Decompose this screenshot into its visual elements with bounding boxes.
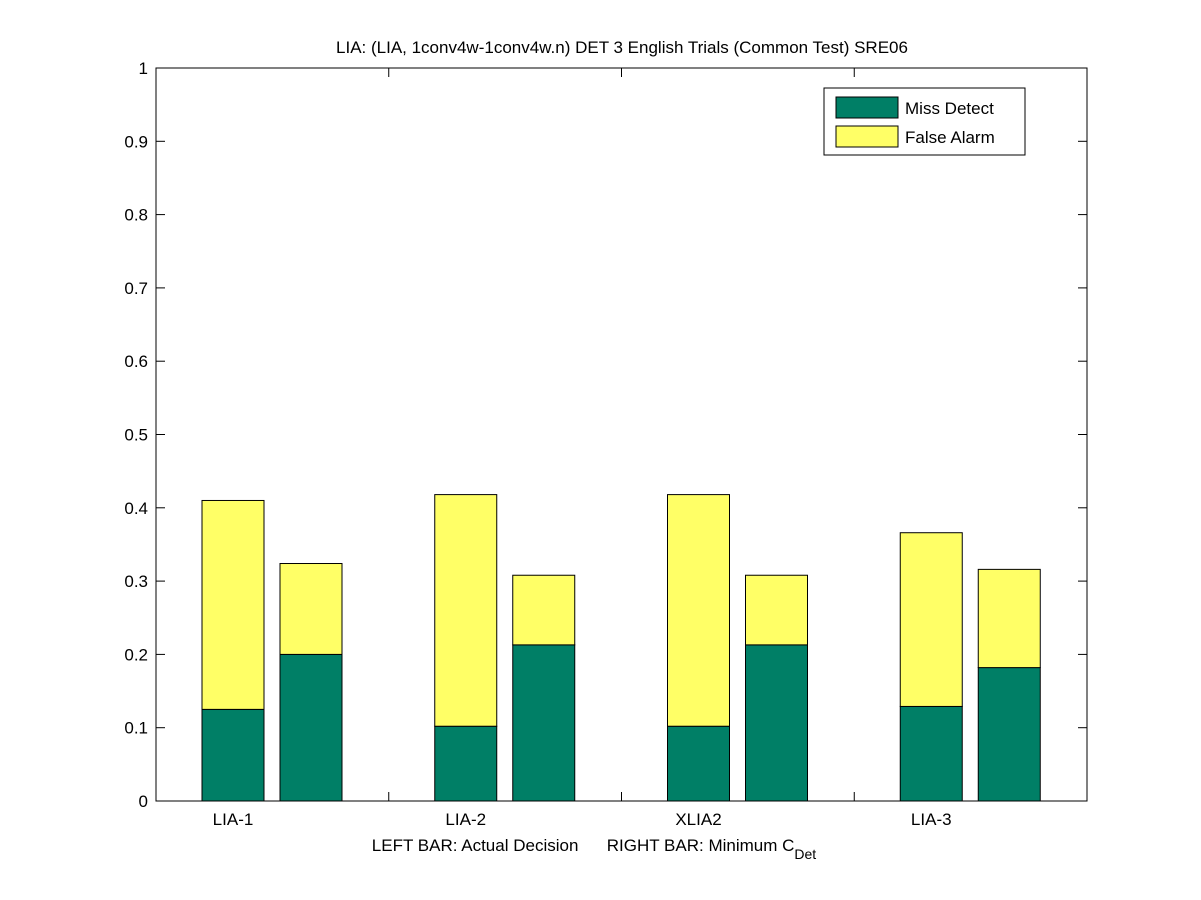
x-axis-label-right: RIGHT BAR: Minimum C	[607, 836, 795, 855]
bar-miss-detect-actual	[434, 725, 498, 802]
bar-false-alarm-actual	[201, 499, 265, 710]
x-tick-label: LIA-2	[445, 810, 486, 829]
legend-label-miss-detect: Miss Detect	[905, 99, 994, 118]
bar-miss-detect-actual	[201, 708, 265, 802]
bar-false-alarm-min-cdet	[512, 574, 576, 646]
bar-false-alarm-min-cdet	[745, 574, 808, 646]
y-tick-label: 0.2	[124, 645, 148, 664]
chart-title: LIA: (LIA, 1conv4w-1conv4w.n) DET 3 Engl…	[336, 38, 908, 57]
x-axis-label-left: LEFT BAR: Actual Decision	[372, 836, 579, 855]
y-tick-label: 0	[139, 792, 148, 811]
bar-false-alarm-actual	[667, 494, 730, 727]
bar-false-alarm-actual	[899, 532, 963, 707]
x-tick-label: LIA-1	[213, 810, 254, 829]
bars-layer	[201, 494, 1041, 802]
legend-swatch-miss-detect	[835, 96, 899, 119]
y-tick-label: 0.7	[124, 279, 148, 298]
bar-miss-detect-min-cdet	[977, 667, 1041, 802]
y-tick-label: 0.9	[124, 132, 148, 151]
y-tick-labels: 0 0.1 0.2 0.3 0.4 0.5 0.6 0.7 0.8 0.9 1	[124, 59, 148, 811]
plot-frame	[155, 67, 1088, 802]
x-axis-label-gap	[578, 836, 606, 855]
x-axis-label-subscript: Det	[794, 846, 816, 862]
y-tick-label: 0.1	[124, 719, 148, 738]
bar-miss-detect-min-cdet	[512, 644, 576, 802]
bar-miss-detect-actual	[899, 705, 963, 802]
x-tick-label: LIA-3	[911, 810, 952, 829]
y-tick-label: 0.5	[124, 426, 148, 445]
legend: Miss Detect False Alarm	[823, 87, 1026, 156]
y-tick-label: 0.6	[124, 352, 148, 371]
x-tick-labels: LIA-1 LIA-2 XLIA2 LIA-3	[213, 810, 952, 829]
y-tick-label: 0.8	[124, 206, 148, 225]
bar-miss-detect-min-cdet	[279, 653, 343, 802]
y-tick-label: 0.3	[124, 572, 148, 591]
y-tick-label: 0.4	[124, 499, 148, 518]
legend-label-false-alarm: False Alarm	[905, 128, 995, 147]
bar-miss-detect-actual	[667, 725, 730, 802]
bar-false-alarm-min-cdet	[977, 568, 1041, 669]
bar-false-alarm-actual	[434, 494, 498, 727]
x-tick-label: XLIA2	[675, 810, 721, 829]
y-tick-label: 1	[139, 59, 148, 78]
bar-false-alarm-min-cdet	[279, 563, 343, 655]
x-axis-label: LEFT BAR: Actual Decision RIGHT BAR: Min…	[372, 836, 817, 862]
bar-miss-detect-min-cdet	[745, 644, 808, 802]
legend-swatch-false-alarm	[835, 125, 899, 148]
